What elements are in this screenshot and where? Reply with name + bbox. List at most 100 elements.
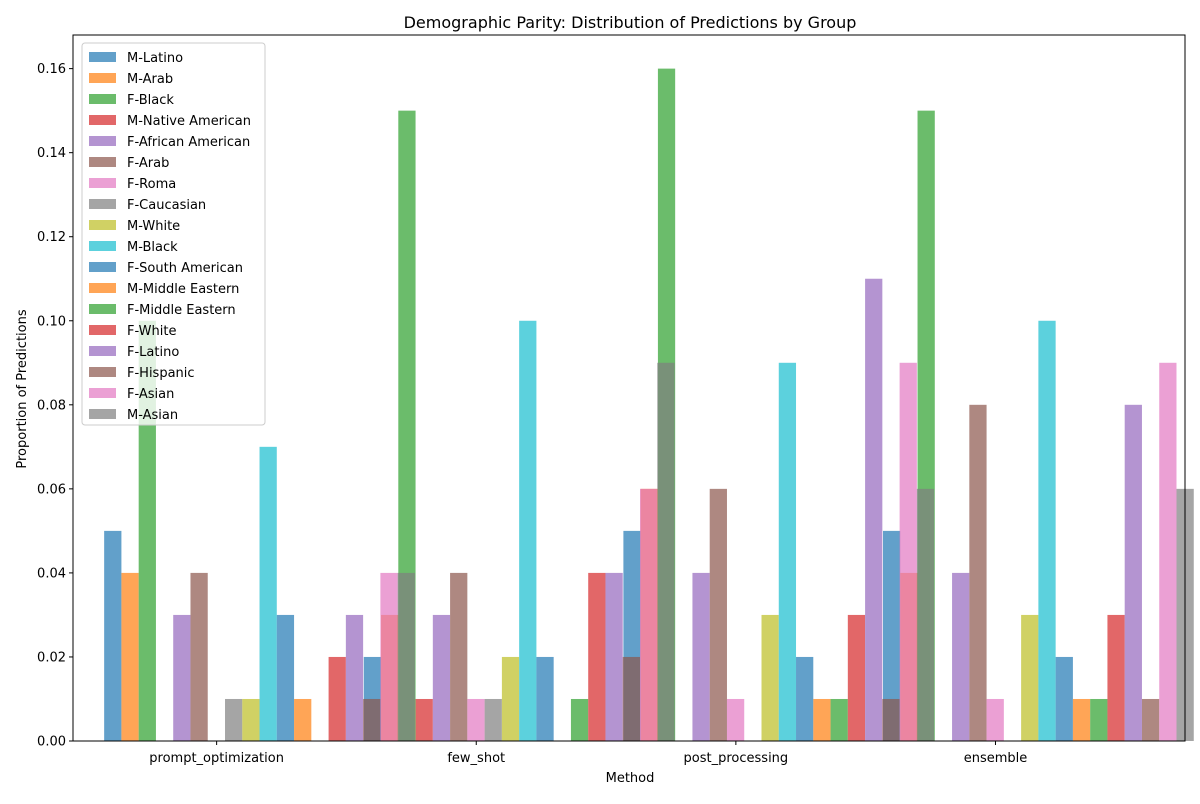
bar-14-1	[605, 572, 623, 741]
bar-13-0	[328, 656, 346, 741]
bar-15-0	[363, 698, 381, 741]
bar-14-3	[1124, 404, 1142, 741]
y-tick-label: 0.04	[37, 566, 66, 581]
legend-swatch	[89, 304, 116, 314]
x-tick-label: ensemble	[964, 751, 1028, 766]
bar-8-1	[501, 656, 520, 741]
bar-17-2	[916, 488, 935, 741]
bar-11-3	[1072, 698, 1091, 741]
bar-10-1	[536, 656, 554, 741]
bar-9-0	[259, 446, 277, 741]
bar-7-1	[484, 698, 502, 741]
legend-label: M-Latino	[127, 51, 183, 66]
legend-swatch	[89, 94, 116, 104]
legend-label: F-Caucasian	[127, 198, 206, 213]
legend-swatch	[89, 157, 116, 167]
bar-8-3	[1021, 614, 1039, 741]
bar-4-0	[173, 614, 191, 741]
legend-swatch	[89, 241, 116, 251]
y-axis-label: Proportion of Predictions	[15, 309, 30, 468]
plot-frame	[72, 34, 1186, 742]
bar-4-2	[692, 572, 710, 741]
bar-5-2	[709, 488, 727, 741]
bar-13-2	[847, 614, 866, 741]
x-tick-label: few_shot	[447, 751, 505, 766]
y-tick-label: 0.14	[37, 146, 66, 161]
bar-5-0	[190, 572, 208, 741]
bar-12-2	[830, 698, 848, 741]
bar-15-3	[1141, 698, 1160, 741]
bar-10-3	[1055, 656, 1073, 741]
legend: M-Latino M-Arab F-Black M-Native American F-…	[81, 42, 266, 426]
bar-5-3	[969, 404, 987, 741]
bar-10-0	[276, 614, 295, 741]
bar-9-2	[778, 362, 797, 741]
bar-6-3	[986, 698, 1004, 741]
bar-16-3	[1159, 362, 1177, 741]
legend-label: F-South American	[127, 261, 243, 276]
bar-8-2	[761, 614, 779, 741]
legend-label: M-Middle Eastern	[127, 282, 239, 297]
bar-9-1	[519, 320, 537, 741]
y-tick-label: 0.12	[37, 230, 66, 245]
legend-swatch	[89, 409, 116, 419]
legend-label: F-Roma	[127, 177, 176, 192]
bar-13-1	[588, 572, 606, 741]
legend-swatch	[89, 73, 116, 83]
bar-0-3	[883, 530, 901, 741]
y-tick-label: 0.02	[37, 650, 66, 665]
bar-12-3	[1090, 698, 1108, 741]
legend-label: F-Arab	[127, 156, 169, 171]
legend-label: F-White	[127, 324, 176, 339]
legend-label: M-White	[127, 219, 180, 234]
legend-label: F-Middle Eastern	[127, 303, 236, 318]
legend-swatch	[89, 346, 116, 356]
legend-swatch	[89, 325, 116, 335]
bar-16-0	[380, 572, 398, 741]
y-tick-label: 0.06	[37, 482, 66, 497]
chart-title: Demographic Parity: Distribution of Pred…	[404, 13, 857, 32]
bar-4-1	[432, 614, 451, 741]
bar-11-2	[813, 698, 831, 741]
bar-0-0	[104, 530, 122, 741]
bar-15-1	[622, 656, 640, 741]
legend-label: F-Asian	[127, 387, 174, 402]
bar-13-3	[1107, 614, 1125, 741]
legend-swatch	[89, 52, 116, 62]
bar-2-0	[138, 320, 156, 741]
bar-16-1	[640, 488, 658, 741]
legend-swatch	[89, 199, 116, 209]
legend-label: F-African American	[127, 135, 250, 150]
legend-swatch	[89, 220, 116, 230]
legend-box	[81, 42, 266, 426]
legend-label: F-Black	[127, 93, 174, 108]
bar-12-1	[570, 698, 589, 741]
legend-label: M-Arab	[127, 72, 173, 87]
bars-group	[104, 68, 1194, 742]
bar-16-2	[899, 362, 917, 741]
bar-6-2	[726, 698, 745, 741]
axes-group: 0.00 0.02 0.04 0.06 0.08 0.10 0.12 0.14 0.16 prom…	[37, 34, 1186, 766]
bar-3-1	[415, 698, 433, 741]
bar-1-0	[121, 572, 139, 741]
bar-14-2	[865, 278, 883, 741]
bar-10-2	[796, 656, 814, 741]
bar-17-1	[657, 362, 675, 741]
legend-swatch	[89, 283, 116, 293]
legend-label: F-Latino	[127, 345, 179, 360]
bar-9-3	[1038, 320, 1056, 741]
bar-6-1	[467, 698, 485, 741]
legend-label: F-Hispanic	[127, 366, 195, 381]
y-tick-label: 0.16	[37, 62, 66, 77]
bar-8-0	[242, 698, 260, 741]
bar-15-2	[882, 698, 900, 741]
legend-swatch	[89, 262, 116, 272]
y-tick-label: 0.08	[37, 398, 66, 413]
x-tick-label: post_processing	[684, 751, 789, 766]
bar-17-0	[397, 572, 415, 741]
x-axis-label: Method	[606, 771, 655, 786]
legend-label: M-Native American	[127, 114, 251, 129]
bar-11-0	[294, 698, 312, 741]
